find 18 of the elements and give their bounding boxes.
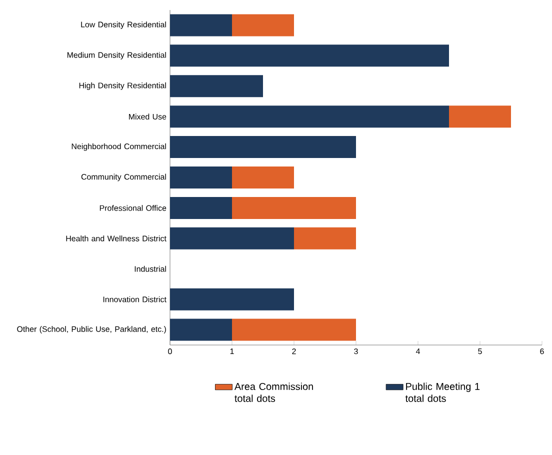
bar [170, 75, 263, 98]
bar [170, 288, 294, 310]
bar [170, 136, 356, 158]
bar [232, 166, 294, 189]
bar [170, 196, 232, 219]
bar [170, 106, 449, 128]
bar [232, 14, 294, 36]
bar [294, 227, 356, 250]
bar [170, 227, 294, 250]
bar [449, 106, 511, 128]
bar [170, 14, 232, 36]
bar [232, 318, 356, 341]
bar [170, 44, 449, 67]
legend-label: Area Commission total dots [234, 382, 313, 402]
bar [170, 166, 232, 189]
legend-label: Public Meeting 1 total dots [405, 382, 480, 402]
bar [170, 318, 232, 341]
bar [232, 196, 356, 219]
